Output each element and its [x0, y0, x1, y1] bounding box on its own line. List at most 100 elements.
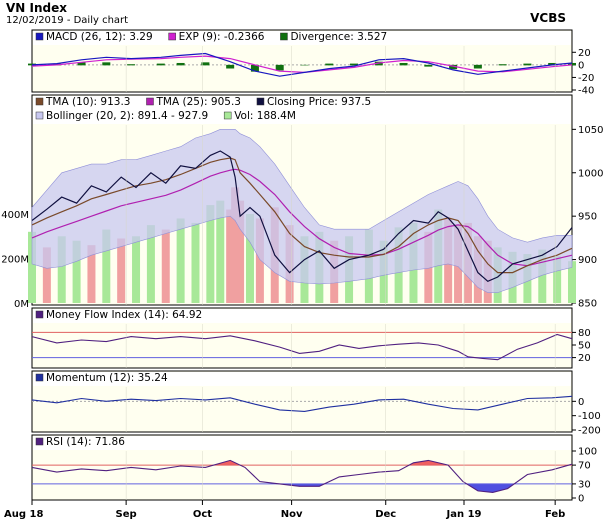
divergence-bar — [399, 62, 408, 66]
mfi-line — [31, 333, 573, 361]
legend-swatch — [223, 111, 232, 120]
y-tick-label: -20 — [578, 73, 594, 84]
legend-label: TMA (10): 913.3 — [45, 96, 130, 108]
divergence-bar — [176, 62, 185, 66]
volume-bar — [87, 245, 96, 303]
legend-swatch — [35, 32, 44, 41]
x-tick-label: Jan 19 — [446, 509, 482, 520]
macd-line — [31, 52, 573, 77]
rsi-line — [31, 459, 573, 493]
y-tick-label: 30 — [578, 479, 591, 490]
volume-bar — [117, 238, 126, 303]
volume-bar — [102, 229, 111, 303]
divergence-bar — [325, 63, 334, 66]
divergence-bar — [250, 64, 259, 72]
divergence-bar — [548, 62, 557, 66]
volume-bar — [57, 236, 66, 303]
rsi-oversold-fill — [32, 483, 572, 493]
divergence-bar — [156, 63, 165, 66]
volume-bar — [42, 247, 51, 303]
close-line — [31, 150, 573, 283]
divergence-bar — [77, 62, 86, 66]
brand-label: VCBS — [530, 11, 566, 25]
legend-label: Vol: 188.4M — [234, 110, 296, 122]
legend-label: Divergence: 3.527 — [290, 31, 387, 43]
volume-bar — [146, 225, 155, 303]
panel-macd: 200 -20 -40 MACD (26, 12): 3.29 EXP (9): -0.… — [28, 29, 594, 97]
volume-bar — [245, 214, 254, 303]
divergence-bar — [201, 62, 210, 66]
legend-label: MACD (26, 12): 3.29 — [46, 31, 153, 43]
vol-tick-label: 0M — [14, 299, 29, 310]
y-tick-label: 950 — [578, 212, 597, 223]
volume-bar — [72, 240, 81, 303]
legend-label: Momentum (12): 35.24 — [46, 372, 168, 384]
legend-swatch — [280, 32, 288, 41]
y-tick-label: 70 — [578, 461, 591, 472]
x-tick-label: Nov — [281, 509, 303, 520]
x-tick-label: Sep — [116, 509, 137, 520]
divergence-bar — [498, 64, 507, 66]
chart-title: VN Index — [6, 1, 67, 15]
vol-tick-label: 200M — [1, 255, 29, 266]
divergence-bar — [300, 64, 309, 66]
y-tick-label: 0 — [578, 494, 584, 505]
legend-strip — [33, 309, 571, 323]
divergence-bar — [449, 64, 458, 70]
legend-swatch — [35, 310, 44, 319]
divergence-bar — [226, 64, 235, 69]
y-tick-label: 50 — [578, 341, 591, 352]
volume-bar — [538, 249, 547, 303]
y-tick-label: 0 — [578, 60, 584, 71]
divergence-bar — [424, 64, 433, 67]
legend-strip — [33, 96, 571, 124]
y-tick-label: 80 — [578, 328, 591, 339]
panel-momentum: 0 -100 -200 Momentum (12): 35.24 — [31, 370, 601, 437]
y-tick-label: 850 — [578, 299, 597, 310]
tma25-line — [31, 168, 573, 267]
x-tick-label: Feb — [545, 509, 565, 520]
y-tick-label: 900 — [578, 255, 597, 266]
volume-bar — [216, 200, 225, 303]
x-axis: Aug 18 Sep Oct Nov Dec Jan 19 Feb — [4, 500, 565, 520]
legend-swatch — [35, 97, 44, 106]
x-tick-label: Aug 18 — [4, 509, 43, 520]
legend-label: EXP (9): -0.2366 — [179, 31, 265, 43]
legend-label: TMA (25): 905.3 — [155, 96, 240, 108]
volume-bar — [568, 261, 576, 303]
chart-subtitle: 12/02/2019 - Daily chart — [6, 15, 128, 26]
legend-strip — [33, 372, 571, 386]
legend-swatch — [168, 32, 176, 41]
legend-swatch — [146, 97, 154, 106]
divergence-bar — [523, 63, 532, 66]
volume-bar — [176, 218, 185, 303]
legend-label: Bollinger (20, 2): 891.4 - 927.9 — [46, 110, 208, 122]
y-tick-label: 1000 — [578, 168, 603, 179]
vol-tick-label: 400M — [1, 210, 29, 221]
divergence-bar — [350, 63, 359, 66]
bollinger-band — [31, 129, 573, 293]
divergence-bar — [473, 64, 482, 69]
volume-bar — [132, 236, 141, 303]
divergence-bar — [127, 64, 136, 66]
legend-swatch — [35, 111, 44, 120]
legend-label: Money Flow Index (14): 64.92 — [46, 309, 202, 321]
y-tick-label: 20 — [578, 48, 591, 59]
legend-swatch — [256, 97, 265, 106]
volume-bar — [226, 209, 235, 303]
x-tick-label: Dec — [375, 509, 396, 520]
legend-swatch — [35, 373, 44, 382]
divergence-bar — [102, 62, 111, 66]
x-tick-label: Oct — [193, 509, 212, 520]
legend-swatch — [35, 437, 44, 446]
volume-bar — [191, 222, 200, 303]
y-tick-label: 1050 — [578, 125, 603, 136]
y-tick-label: -40 — [578, 86, 594, 97]
divergence-bar — [568, 62, 576, 66]
y-tick-label: -100 — [578, 411, 601, 422]
volume-bar — [161, 229, 170, 303]
legend-label: Closing Price: 937.5 — [267, 96, 371, 108]
volume-bar — [255, 218, 264, 303]
